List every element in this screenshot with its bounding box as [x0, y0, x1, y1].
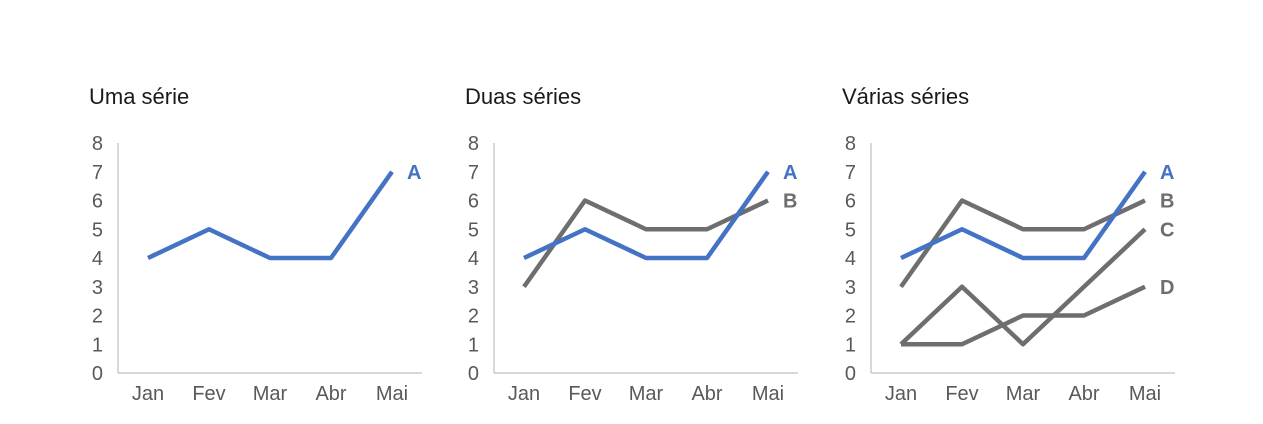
y-tick-label: 6	[92, 191, 103, 213]
x-tick-label: Fev	[568, 383, 601, 405]
series-line-b	[899, 198, 1146, 289]
y-tick-label: 7	[468, 162, 479, 184]
x-tick-label: Mai	[1129, 383, 1161, 405]
y-tick-label: 2	[845, 306, 856, 328]
y-tick-label: 5	[468, 219, 479, 241]
x-tick-label: Mai	[376, 383, 408, 405]
x-tick-label: Fev	[945, 383, 978, 405]
x-tick-label: Fev	[192, 383, 225, 405]
series-label-a: A	[1160, 162, 1174, 184]
plot-area: 0 1 2 3 4 5 6 7 8 Jan Fev Mar Abr Mai BA	[468, 133, 798, 405]
y-tick-label: 8	[468, 133, 479, 155]
chart-title: Várias séries	[842, 84, 970, 109]
x-tick-label: Jan	[132, 383, 164, 405]
series-line-c	[899, 227, 1147, 347]
x-tick-label: Mai	[752, 383, 784, 405]
y-tick-label: 6	[845, 191, 856, 213]
chart-title: Duas séries	[465, 84, 582, 109]
x-tick-label: Mar	[1006, 383, 1041, 405]
y-tick-label: 5	[845, 219, 856, 241]
x-tick-label: Abr	[315, 383, 346, 405]
series-label-c: C	[1160, 219, 1174, 241]
y-tick-label: 2	[92, 306, 103, 328]
y-tick-label: 8	[92, 133, 103, 155]
plot-area: 0 1 2 3 4 5 6 7 8 Jan Fev Mar Abr Mai BC D A	[845, 133, 1175, 405]
y-tick-label: 7	[845, 162, 856, 184]
y-tick-label: 1	[468, 334, 479, 356]
series-label-d: D	[1160, 277, 1174, 299]
x-tick-label: Abr	[1068, 383, 1099, 405]
y-tick-label: 4	[92, 248, 103, 270]
series-line-a	[523, 170, 770, 261]
series-label-a: A	[783, 162, 797, 184]
series-line-a	[147, 170, 394, 261]
series-label-a: A	[407, 162, 421, 184]
x-tick-label: Jan	[885, 383, 917, 405]
series-label-b: B	[783, 191, 797, 213]
x-tick-label: Abr	[691, 383, 722, 405]
y-tick-label: 0	[845, 363, 856, 385]
x-tick-label: Mar	[629, 383, 664, 405]
x-tick-label: Mar	[253, 383, 288, 405]
chart-one-series: Uma série 0 1 2 3 4 5 6 7 8 Jan Fev Mar Abr Mai A	[0, 0, 422, 424]
y-tick-label: 2	[468, 306, 479, 328]
chart-two-series: Duas séries 0 1 2 3 4 5 6 7 8 Jan Fev Mar Abr Mai B A	[376, 0, 798, 424]
y-tick-label: 4	[468, 248, 479, 270]
series-line-b	[522, 198, 769, 289]
y-tick-label: 4	[845, 248, 856, 270]
chart-title: Uma série	[89, 84, 190, 109]
y-tick-label: 7	[92, 162, 103, 184]
chart-many-series: Várias séries 0 1 2 3 4 5 6 7 8 Jan Fev Mar Abr Mai B C…	[753, 0, 1175, 424]
y-tick-label: 8	[845, 133, 856, 155]
y-tick-label: 1	[845, 334, 856, 356]
y-tick-label: 3	[92, 277, 103, 299]
y-tick-label: 3	[468, 277, 479, 299]
y-tick-label: 0	[92, 363, 103, 385]
series-line-d	[901, 284, 1146, 347]
x-tick-label: Jan	[508, 383, 540, 405]
y-tick-label: 5	[92, 219, 103, 241]
y-tick-label: 3	[845, 277, 856, 299]
y-tick-label: 1	[92, 334, 103, 356]
series-label-b: B	[1160, 191, 1174, 213]
y-tick-label: 0	[468, 363, 479, 385]
series-line-a	[900, 170, 1147, 261]
plot-area: 0 1 2 3 4 5 6 7 8 Jan Fev Mar Abr Mai A	[92, 133, 422, 405]
y-tick-label: 6	[468, 191, 479, 213]
